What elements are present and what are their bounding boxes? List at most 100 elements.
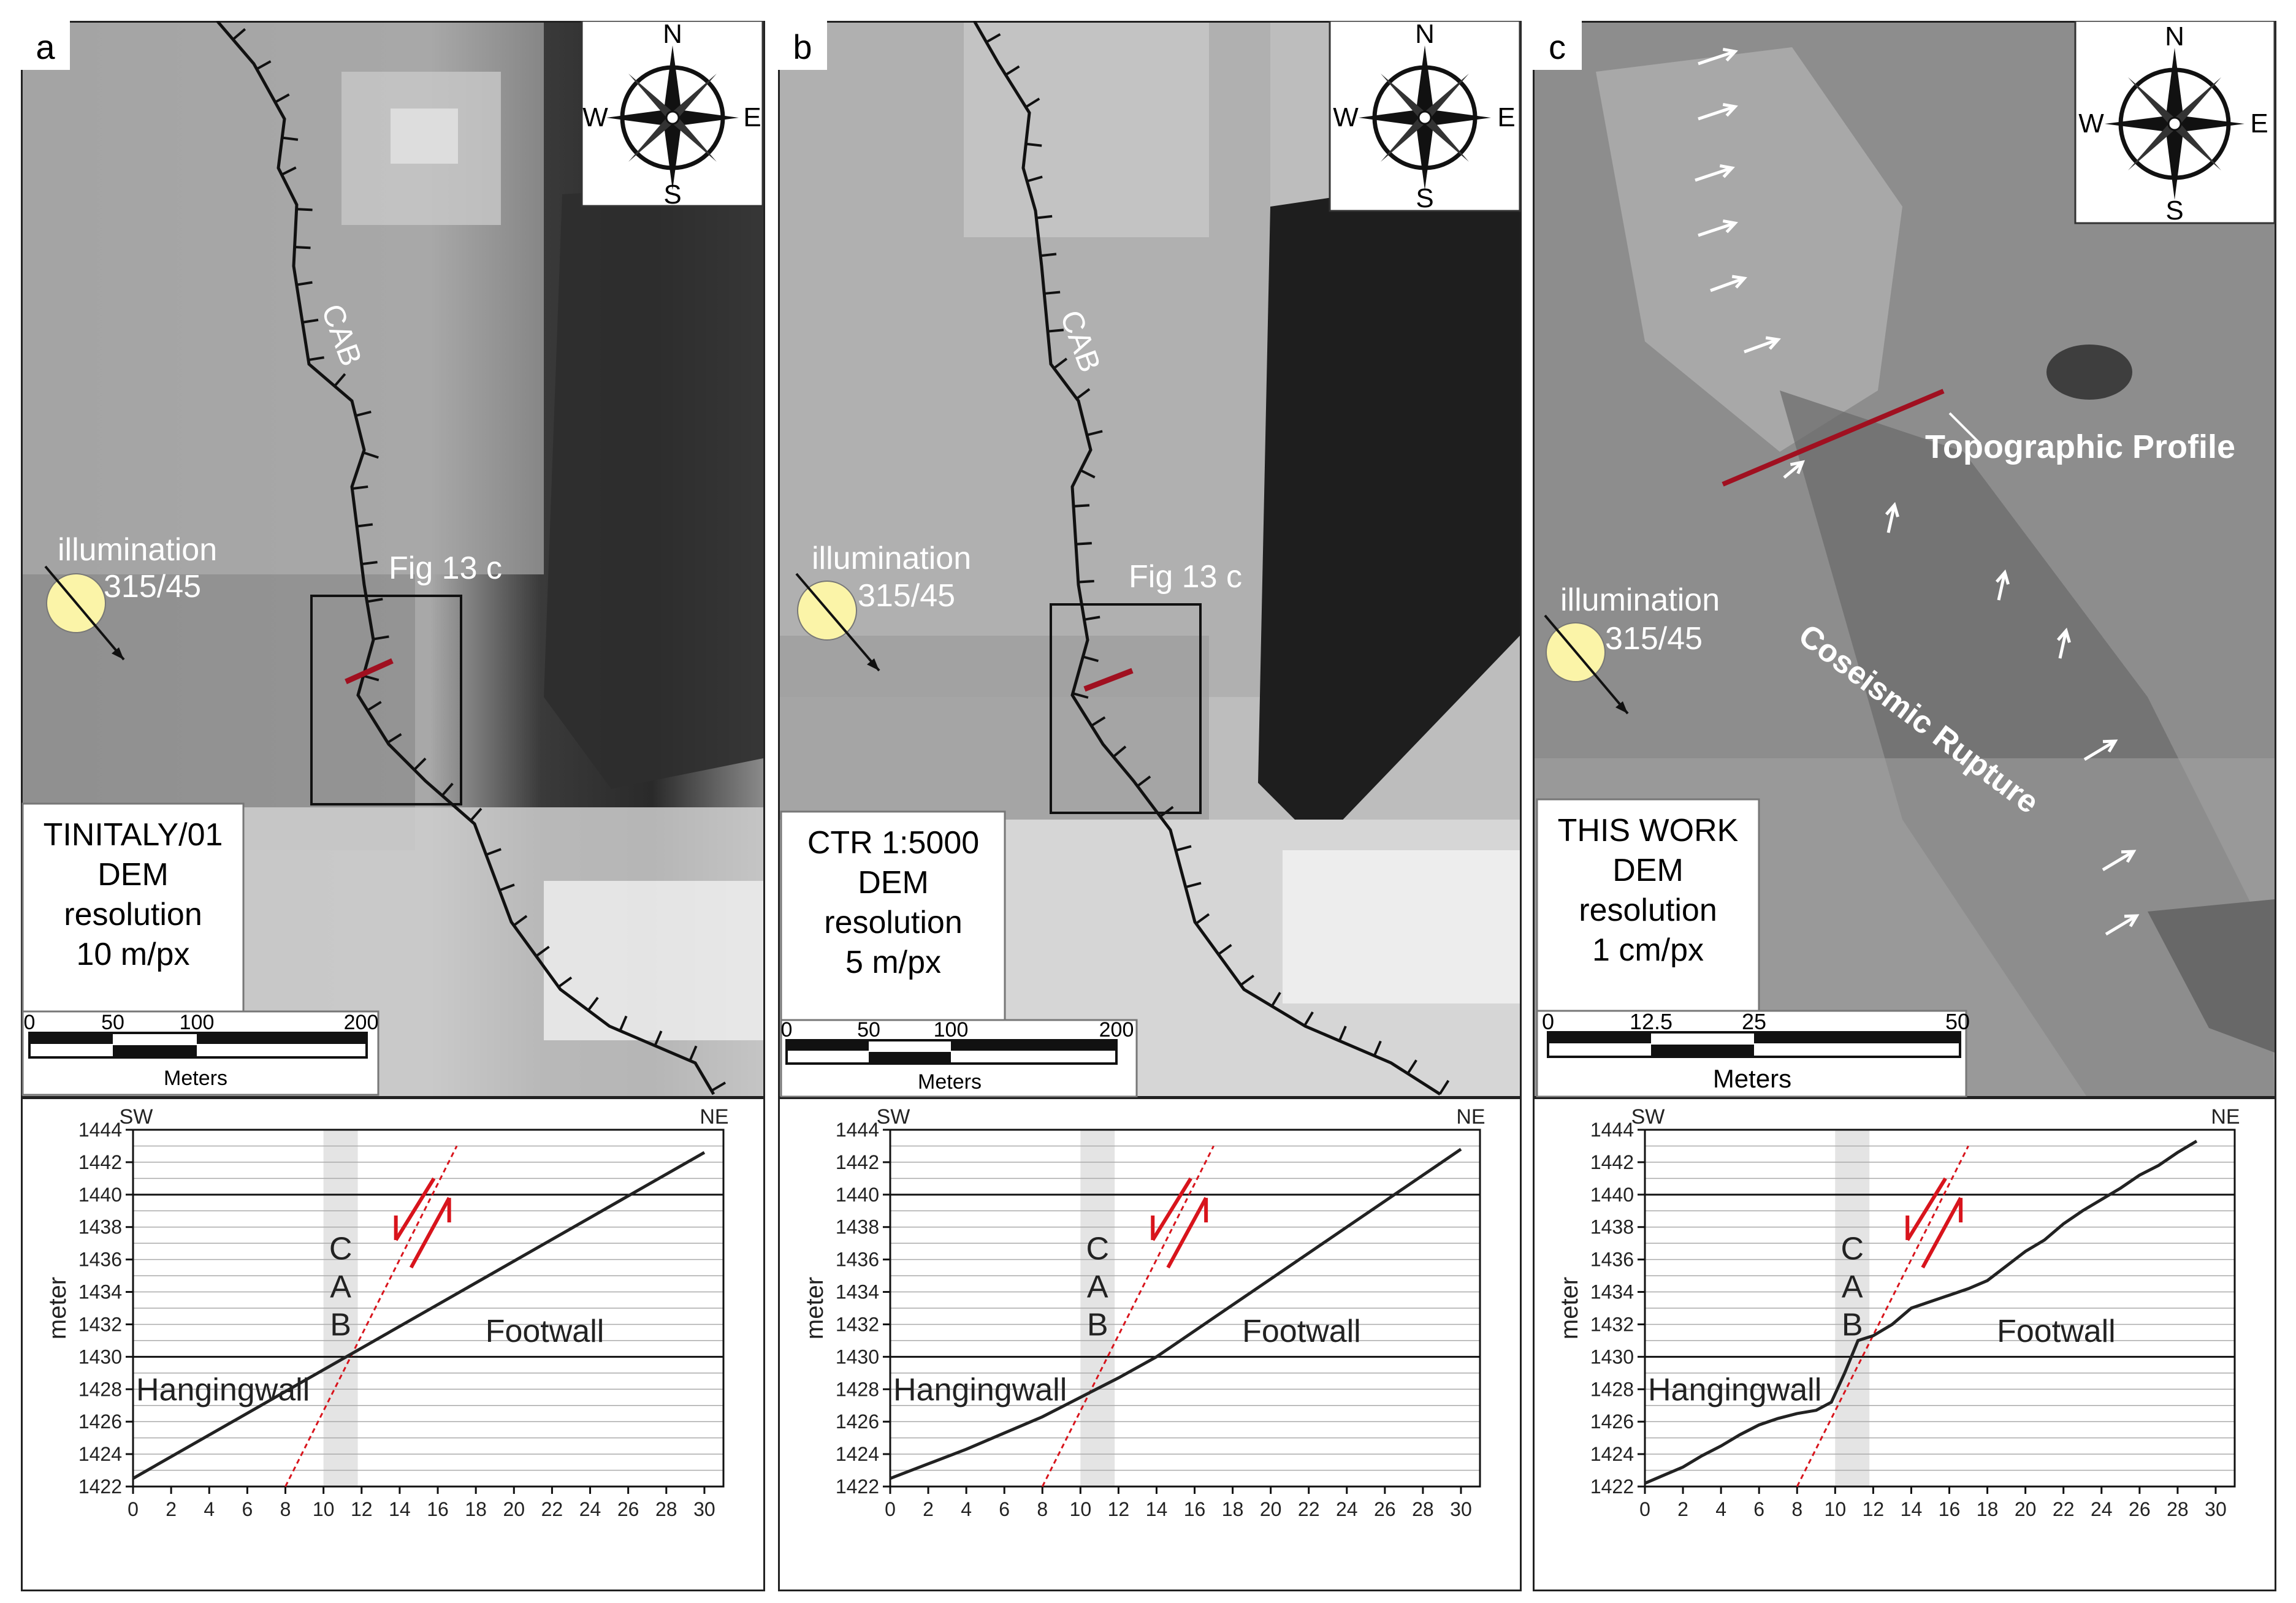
fault-tick xyxy=(1078,579,1094,584)
x-tick-label: 14 xyxy=(1901,1498,1923,1520)
y-tick-label: 1422 xyxy=(836,1475,879,1498)
compass-e: E xyxy=(743,102,761,132)
fault-tick xyxy=(302,318,319,324)
x-tick-label: 28 xyxy=(1412,1498,1434,1520)
fault-tick xyxy=(535,945,550,958)
illumination-label: illumination xyxy=(1560,582,1720,618)
x-tick-label: 24 xyxy=(2091,1498,2113,1520)
y-tick-label: 1442 xyxy=(1590,1151,1634,1173)
y-tick-label: 1434 xyxy=(1590,1281,1634,1303)
y-tick-label: 1426 xyxy=(836,1411,879,1433)
inset-box-label: Fig 13 c xyxy=(389,550,502,586)
ne-label: NE xyxy=(700,1105,728,1129)
profile-line xyxy=(1722,389,1945,487)
x-tick-label: 12 xyxy=(351,1498,373,1520)
overlay-b: CAB Fig 13 c N S W E b illumination 315/… xyxy=(778,21,1521,1098)
resolution-value: 5 m/px xyxy=(845,945,941,980)
compass-s: S xyxy=(2165,196,2183,226)
x-tick-label: 14 xyxy=(389,1498,411,1520)
cab-letter: B xyxy=(1842,1308,1863,1343)
scale-tick: 25 xyxy=(1742,1009,1766,1034)
x-tick-label: 6 xyxy=(242,1498,253,1520)
plot-frame xyxy=(132,1129,725,1488)
x-tick-label: 16 xyxy=(1184,1498,1206,1520)
inset-box xyxy=(1050,603,1202,814)
y-tick-label: 1430 xyxy=(1590,1346,1634,1368)
fault-tick xyxy=(1270,992,1281,1007)
y-tick-label: 1438 xyxy=(1590,1216,1634,1238)
fault-tick xyxy=(1072,692,1089,699)
dem-source: TINITALY/01 xyxy=(44,817,223,853)
cab-letter: A xyxy=(330,1270,351,1305)
compass-n: N xyxy=(2165,21,2184,51)
scale-bar: 0 50 100 200 Meters xyxy=(780,1018,1138,1098)
x-tick-label: 30 xyxy=(693,1498,715,1520)
scale-tick: 0 xyxy=(24,1011,36,1034)
rupture-arrow-head xyxy=(1719,164,1735,178)
rupture-arrow-head xyxy=(1722,102,1738,117)
panel-letter: a xyxy=(36,28,55,66)
fault-tick xyxy=(367,598,383,603)
y-axis-label: meter xyxy=(44,1277,71,1339)
fault-tick xyxy=(296,281,313,286)
fault-plane-line xyxy=(1041,1145,1215,1487)
fault-ticks xyxy=(232,28,727,1092)
fault-tick xyxy=(1080,469,1096,479)
fault-plane-line xyxy=(1796,1145,1969,1487)
cab-letter: A xyxy=(1087,1270,1108,1305)
fault-tick xyxy=(281,136,299,141)
x-tick-label: 6 xyxy=(999,1498,1010,1520)
x-tick-label: 16 xyxy=(427,1498,449,1520)
fault-tick xyxy=(513,915,528,927)
profile-panel-c: 1422 1424 1426 1428 1430 1432 1434 1436 1438 1440… xyxy=(1533,1097,2276,1591)
scale-tick: 100 xyxy=(934,1018,969,1041)
compass-needle-north xyxy=(2166,48,2183,124)
x-tick-label: 18 xyxy=(1977,1498,1999,1520)
fault-tick xyxy=(498,883,515,892)
x-tick-label: 22 xyxy=(2053,1498,2075,1520)
fault-slip-arrow xyxy=(1905,1177,1947,1241)
scale-unit: Meters xyxy=(918,1070,982,1094)
fault-tick xyxy=(1084,615,1100,621)
fault-tick xyxy=(1044,291,1061,295)
map-svg-c xyxy=(1535,23,2275,1096)
y-tick-label: 1440 xyxy=(78,1184,122,1206)
y-tick-label: 1444 xyxy=(78,1119,122,1141)
x-tick-label: 2 xyxy=(923,1498,934,1520)
fault-tick xyxy=(1175,845,1192,852)
compass-e: E xyxy=(1497,102,1515,132)
rupture-arrow xyxy=(2105,914,2138,936)
profile-panel-b: 1422 1424 1426 1428 1430 1432 1434 1436 1438 1440… xyxy=(778,1097,1522,1591)
footwall-label: Footwall xyxy=(1997,1314,2116,1349)
x-tick-label: 24 xyxy=(1336,1498,1358,1520)
fault-tick xyxy=(441,782,454,797)
compass-needle-north xyxy=(664,45,681,118)
x-tick-label: 4 xyxy=(204,1498,215,1520)
dem-info-box: TINITALY/01 DEM resolution 10 m/px xyxy=(21,802,245,1013)
rupture-arrow-head xyxy=(1731,275,1747,289)
footwall-label: Footwall xyxy=(486,1314,605,1349)
rupture-arrow-head xyxy=(2124,914,2140,927)
scale-tick: 200 xyxy=(344,1011,379,1034)
fault-label-cab: CAB xyxy=(1054,306,1108,377)
compass-w: W xyxy=(1333,102,1359,132)
rupture-arrow-head xyxy=(1995,569,2010,585)
compass-w: W xyxy=(2078,109,2104,139)
compass-s: S xyxy=(663,180,681,210)
x-tick-label: 0 xyxy=(885,1498,896,1520)
y-tick-label: 1428 xyxy=(836,1378,879,1400)
y-tick-label: 1430 xyxy=(836,1346,879,1368)
fault-tick xyxy=(362,451,379,459)
y-tick-label: 1436 xyxy=(78,1249,122,1271)
y-tick-label: 1424 xyxy=(836,1443,879,1465)
x-tick-label: 4 xyxy=(1715,1498,1726,1520)
x-tick-label: 16 xyxy=(1939,1498,1961,1520)
cab-letter: A xyxy=(1842,1270,1863,1305)
y-tick-label: 1440 xyxy=(836,1184,879,1206)
profile-series-line xyxy=(132,1151,706,1480)
overlay-a: CAB Fig 13 c N S W E a illumination 315/… xyxy=(21,21,764,1096)
rupture-arrow xyxy=(1744,338,1779,354)
fault-slip-arrow xyxy=(1166,1197,1208,1269)
hangingwall-label: Hangingwall xyxy=(1648,1372,1821,1407)
fault-tick xyxy=(1091,716,1106,727)
